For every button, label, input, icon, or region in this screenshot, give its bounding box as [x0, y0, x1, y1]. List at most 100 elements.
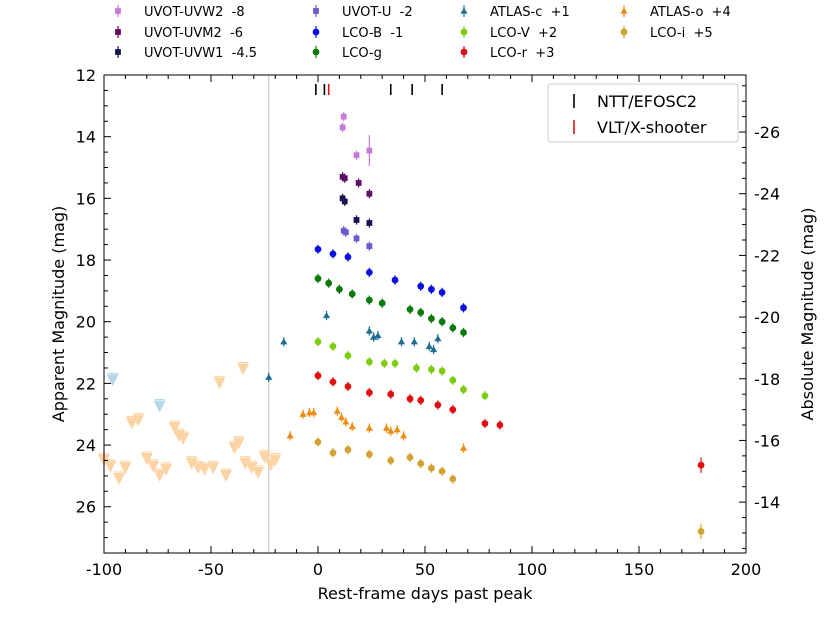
data-point — [496, 421, 504, 429]
upper-limit-marker — [232, 437, 245, 450]
upper-limit-marker — [140, 452, 153, 465]
upper-limit-marker — [213, 377, 226, 390]
upper-limit-marker — [198, 463, 211, 476]
legend-label: LCO-V +2 — [490, 26, 557, 41]
legend-label: LCO-B -1 — [342, 26, 403, 41]
y2-tick-label: -20 — [754, 308, 780, 327]
upper-limit-marker — [132, 414, 145, 427]
x-tick-label: 100 — [517, 560, 548, 579]
data-point — [329, 250, 337, 258]
data-point — [406, 454, 414, 461]
legend-marker — [460, 48, 468, 56]
legend-label: ATLAS-c +1 — [490, 5, 570, 20]
y-axis-label: Apparent Magnitude (mag) — [49, 206, 68, 423]
x-tick-label: 150 — [624, 560, 655, 579]
upper-limit-marker — [104, 460, 117, 473]
upper-limit-marker — [147, 460, 160, 473]
data-point — [344, 352, 352, 360]
data-point — [314, 372, 322, 380]
data-point — [322, 311, 331, 319]
data-point — [339, 124, 346, 131]
data-point — [382, 424, 391, 431]
data-point — [697, 528, 705, 535]
legend-label: UVOT-UVW2 -8 — [144, 5, 245, 20]
data-point — [344, 383, 352, 390]
upper-limit-marker — [207, 462, 220, 475]
y-tick-label: 22 — [76, 374, 96, 393]
data-point — [387, 457, 395, 464]
data-point — [417, 460, 425, 467]
data-point — [341, 198, 348, 205]
y2-axis-label: Absolute Magnitude (mag) — [798, 208, 817, 421]
data-point — [391, 359, 399, 367]
data-point — [449, 406, 457, 413]
x-tick-label: 200 — [731, 560, 762, 579]
legend-marker — [460, 7, 468, 14]
data-point — [299, 410, 307, 417]
data-point — [314, 275, 322, 282]
data-point — [413, 364, 420, 372]
data-point — [481, 392, 489, 400]
upper-limit-marker — [153, 400, 166, 413]
legend-marker — [115, 49, 121, 55]
legend-marker — [115, 8, 121, 14]
data-point — [286, 432, 294, 439]
upper-limit-marker — [168, 422, 181, 435]
data-point — [340, 113, 347, 120]
data-point — [366, 243, 373, 250]
data-point — [391, 276, 399, 284]
y2-tick-label: -14 — [754, 493, 780, 512]
data-point — [348, 422, 356, 430]
upper-limit-marker — [237, 363, 250, 376]
spectra-legend-label: NTT/EFOSC2 — [597, 92, 697, 111]
data-point — [344, 253, 352, 261]
upper-limits-group — [98, 362, 282, 485]
upper-limit-marker — [177, 432, 190, 445]
data-point — [428, 464, 435, 472]
data-point — [434, 335, 442, 342]
x-tick-label: -50 — [198, 560, 224, 579]
data-point — [339, 195, 346, 202]
data-point — [329, 342, 337, 350]
series-legend: UVOT-UVW2 -8 UVOT-UVM2 -6 UVOT-UVW1 -4.5 UV… — [115, 5, 731, 61]
data-point — [397, 338, 406, 345]
data-point — [329, 378, 337, 386]
spectra-legend-box — [547, 83, 739, 143]
data-point — [417, 282, 425, 290]
data-point — [314, 338, 322, 346]
upper-limit-marker — [160, 463, 173, 476]
data-point — [380, 359, 388, 367]
legend-marker — [312, 28, 320, 36]
data-point — [314, 245, 322, 253]
y-tick-label: 16 — [76, 189, 96, 208]
upper-limit-marker — [112, 472, 125, 485]
data-point — [329, 449, 337, 457]
plot-area — [104, 75, 746, 553]
y2-tick-label: -24 — [754, 185, 780, 204]
data-point — [366, 190, 373, 197]
data-point — [460, 329, 467, 336]
data-point — [333, 407, 341, 414]
data-point — [366, 147, 373, 154]
data-point — [428, 315, 435, 323]
legend-marker — [312, 48, 320, 56]
data-point — [425, 342, 433, 349]
data-point — [460, 386, 467, 393]
legend-label: UVOT-U -2 — [342, 5, 413, 20]
upper-limit-marker — [219, 469, 232, 482]
data-point — [342, 418, 350, 425]
x-axis-label: Rest-frame days past peak — [318, 584, 533, 603]
data-point — [387, 427, 395, 434]
data-point — [365, 450, 373, 458]
spectra-legend-label: VLT/X-shooter — [597, 118, 707, 137]
legend-label: LCO-g — [342, 46, 382, 61]
x-tick-label: 50 — [415, 560, 435, 579]
data-point — [406, 305, 414, 313]
legend-label: LCO-r +3 — [490, 46, 554, 61]
data-point — [438, 367, 446, 375]
data-point — [337, 413, 346, 420]
spectra-legend: NTT/EFOSC2 VLT/X-shooter — [547, 83, 739, 143]
data-point — [387, 390, 395, 398]
data-point — [365, 296, 373, 304]
